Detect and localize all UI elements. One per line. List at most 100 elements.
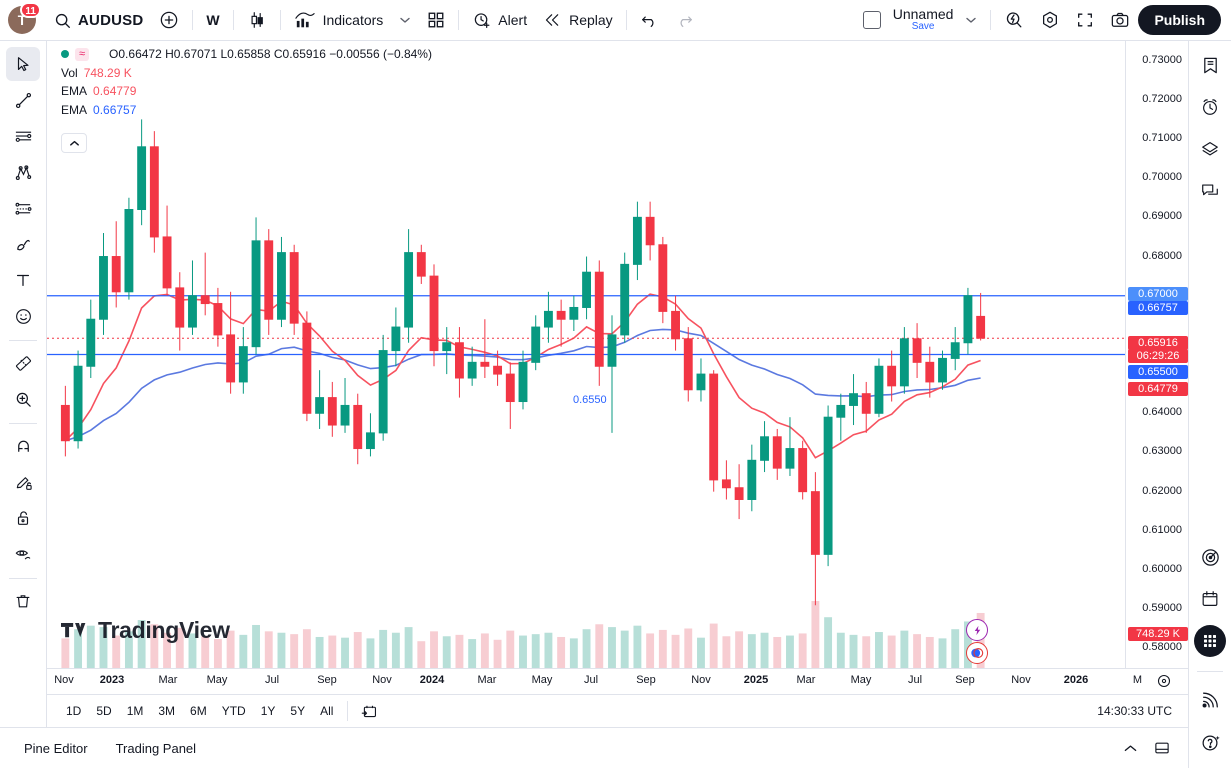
snapshot-button[interactable] — [1102, 5, 1138, 35]
ideas-panel-button[interactable] — [1194, 541, 1226, 573]
price-chip-066757[interactable]: 0.66757 — [1128, 301, 1188, 315]
fib-tool[interactable] — [6, 191, 40, 225]
range-button-ytd[interactable]: YTD — [221, 704, 246, 718]
drawing-mode-tool[interactable] — [6, 465, 40, 499]
layout-menu-button[interactable] — [957, 5, 985, 35]
volume-label: Vol — [61, 65, 78, 80]
price-chip-064779[interactable]: 0.64779 — [1128, 382, 1188, 396]
price-chip-last-065916[interactable]: 0.65916 — [1128, 336, 1188, 350]
indicators-button[interactable]: Indicators — [286, 5, 392, 35]
price-tick: 0.64000 — [1142, 406, 1182, 419]
chart-settings-button[interactable] — [1032, 5, 1068, 35]
publish-button[interactable]: Publish — [1138, 5, 1221, 35]
horizontal-lines-icon — [14, 127, 33, 146]
panel-expand-button[interactable] — [1148, 735, 1176, 761]
range-button-1y[interactable]: 1Y — [260, 704, 276, 718]
price-chip-countdown[interactable]: 06:29:26 — [1128, 349, 1188, 363]
interval-button[interactable]: W — [198, 5, 227, 35]
templates-button[interactable] — [419, 5, 453, 35]
time-axis-settings-button[interactable] — [1156, 673, 1172, 689]
alarm-clock-icon — [1200, 97, 1220, 117]
price-chip-volume[interactable]: 748.29 K — [1128, 627, 1188, 641]
remove-drawings-tool[interactable] — [6, 584, 40, 618]
text-tool[interactable] — [6, 263, 40, 297]
right-sidebar — [1188, 41, 1231, 768]
undo-button[interactable] — [632, 5, 667, 35]
help-panel-button[interactable] — [1194, 726, 1226, 758]
ohlc-values: O0.66472 H0.67071 L0.65858 C0.65916 −0.0… — [109, 47, 432, 61]
range-button-1d[interactable]: 1D — [66, 704, 82, 718]
interval-label: W — [206, 12, 220, 28]
add-symbol-button[interactable] — [151, 5, 187, 35]
time-axis-interval-badge[interactable]: M — [1132, 674, 1142, 686]
measure-tool[interactable] — [6, 346, 40, 380]
price-axis[interactable]: 0.73000 0.72000 0.71000 0.70000 0.69000 0.680… — [1125, 41, 1188, 668]
calendar-panel-button[interactable] — [1194, 583, 1226, 615]
stream-panel-button[interactable] — [1194, 684, 1226, 716]
goto-date-button[interactable] — [355, 698, 383, 724]
range-button-1m[interactable]: 1M — [126, 704, 144, 718]
price-tick: 0.58000 — [1142, 641, 1182, 654]
quick-search-button[interactable] — [996, 5, 1032, 35]
trash-icon — [14, 592, 32, 610]
layout-name-button[interactable]: Unnamed Save — [889, 7, 958, 32]
range-button-5d[interactable]: 5D — [96, 704, 112, 718]
tradingview-watermark: TradingView — [61, 617, 230, 644]
bolt-badge-icon[interactable] — [966, 619, 988, 641]
panel-collapse-button[interactable] — [1116, 735, 1144, 761]
chart-type-button[interactable] — [239, 5, 275, 35]
indicators-icon — [294, 10, 316, 30]
layers-icon — [1200, 139, 1220, 159]
gear-hex-icon — [1040, 10, 1060, 30]
indicators-dropdown-button[interactable] — [391, 5, 419, 35]
brush-tool[interactable] — [6, 227, 40, 261]
replay-button[interactable]: Replay — [535, 5, 621, 35]
alerts-panel-button[interactable] — [1194, 91, 1226, 123]
inline-price-label: 0.6550 — [570, 394, 610, 406]
pitchfork-tool[interactable] — [6, 155, 40, 189]
trading-panel-button[interactable]: Trading Panel — [115, 740, 197, 756]
session-clock[interactable]: 14:30:33 UTC — [1097, 704, 1172, 718]
price-chart-svg — [47, 119, 1125, 668]
tradingview-watermark-text: TradingView — [98, 617, 230, 643]
watchlist-panel-button[interactable] — [1194, 49, 1226, 81]
time-axis[interactable]: M Nov 2023 Mar May Jul Sep Nov 2024 Mar May Jul Sep… — [47, 668, 1188, 694]
avatar[interactable]: T 11 — [8, 2, 41, 34]
currency-flag-badge-icon[interactable] — [966, 642, 988, 664]
alert-button[interactable]: Alert — [464, 5, 535, 35]
price-chip-067000[interactable]: 0.67000 — [1128, 287, 1188, 301]
lock-drawings-tool[interactable] — [6, 501, 40, 535]
price-chip-065500[interactable]: 0.65500 — [1128, 365, 1188, 379]
range-button-6m[interactable]: 6M — [190, 704, 207, 718]
chevron-up-icon — [1123, 743, 1138, 754]
save-label[interactable]: Save — [911, 21, 935, 33]
chat-panel-button[interactable] — [1194, 175, 1226, 207]
horizontal-lines-tool[interactable] — [6, 119, 40, 153]
chart-canvas[interactable]: ≈ O0.66472 H0.67071 L0.65858 C0.65916 −0… — [47, 41, 1125, 668]
range-button-5y[interactable]: 5Y — [290, 704, 306, 718]
tradingview-logo-icon — [61, 621, 91, 640]
range-button-all[interactable]: All — [320, 704, 334, 718]
layout-select-button[interactable] — [855, 5, 889, 35]
legend-collapse-button[interactable] — [61, 133, 87, 153]
data-window-panel-button[interactable] — [1194, 133, 1226, 165]
alert-label: Alert — [498, 12, 528, 28]
zoom-tool[interactable] — [6, 382, 40, 416]
time-tick: May — [206, 674, 228, 686]
emoji-tool[interactable] — [6, 299, 40, 333]
alarm-plus-icon — [472, 11, 491, 30]
cursor-tool[interactable] — [6, 47, 40, 81]
apps-panel-button[interactable] — [1194, 625, 1226, 657]
notification-badge[interactable]: 11 — [20, 2, 41, 18]
fullscreen-button[interactable] — [1068, 5, 1102, 35]
wave-chip[interactable]: ≈ — [75, 47, 90, 61]
top-toolbar: T 11 AUDUSD W — [0, 0, 1231, 41]
hide-drawings-tool[interactable] — [6, 537, 40, 571]
pine-editor-button[interactable]: Pine Editor — [24, 740, 88, 756]
trend-line-tool[interactable] — [6, 83, 40, 117]
range-button-3m[interactable]: 3M — [158, 704, 176, 718]
redo-button[interactable] — [667, 5, 702, 35]
magnet-tool[interactable] — [6, 429, 40, 463]
symbol-search-button[interactable]: AUDUSD — [46, 5, 151, 35]
